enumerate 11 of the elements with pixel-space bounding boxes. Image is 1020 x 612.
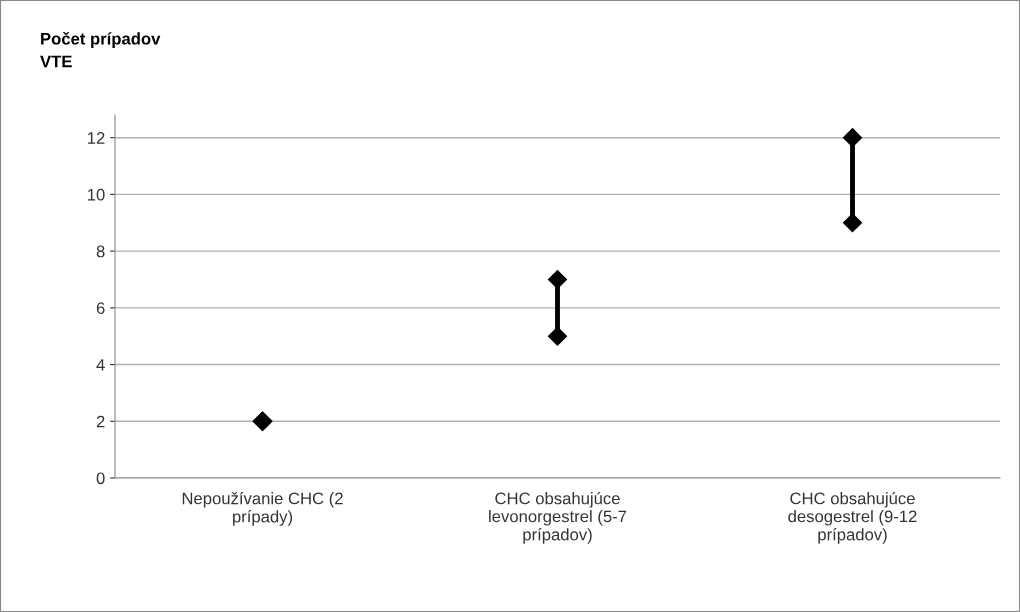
x-tick-label: CHC obsahujúce desogestrel (9-12 prípadov) bbox=[788, 491, 917, 544]
y-tick-label: 10 bbox=[88, 188, 105, 201]
y-tick-label: 6 bbox=[96, 302, 105, 315]
x-tick-label: CHC obsahujúce levonorgestrel (5-7 prípadov) bbox=[489, 491, 627, 544]
y-tick-label: 12 bbox=[88, 132, 105, 144]
y-tick-label: 8 bbox=[96, 245, 105, 258]
y-tick-label: 0 bbox=[96, 472, 105, 485]
y-tick-label: 2 bbox=[96, 415, 105, 428]
x-tick-label: Nepoužívanie CHC (2 prípady) bbox=[182, 491, 343, 526]
y-tick-label: 4 bbox=[96, 359, 105, 371]
y-axis-title: Počet prípadov VTE bbox=[40, 32, 161, 68]
